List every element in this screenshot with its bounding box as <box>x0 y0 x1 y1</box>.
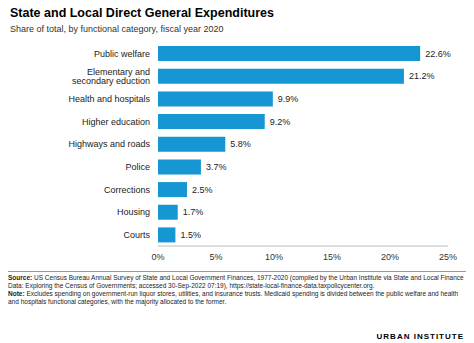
svg-text:10%: 10% <box>265 252 283 262</box>
svg-text:Elementary andsecondary educti: Elementary andsecondary eduction <box>72 67 150 86</box>
svg-text:Highways and roads: Highways and roads <box>68 139 150 149</box>
html-text:Source: US Census Bureau Annua: Source: US Census Bureau Annual Survey o… <box>8 274 464 289</box>
svg-text:3.7%: 3.7% <box>206 162 227 172</box>
svg-text:Courts: Courts <box>123 230 150 240</box>
svg-text:15%: 15% <box>323 252 341 262</box>
svg-text:Police: Police <box>125 162 150 172</box>
svg-text:0%: 0% <box>151 252 164 262</box>
html-text:Share of total, by functional: Share of total, by functional category, … <box>10 24 224 34</box>
svg-text:5.8%: 5.8% <box>230 139 251 149</box>
svg-text:9.2%: 9.2% <box>270 117 291 127</box>
svg-text:Housing: Housing <box>117 207 150 217</box>
svg-text:Higher education: Higher education <box>82 117 150 127</box>
svg-text:25%: 25% <box>439 252 457 262</box>
html-text:State and Local Direct General: State and Local Direct General Expenditu… <box>10 6 274 20</box>
svg-text:21.2%: 21.2% <box>409 71 435 81</box>
html-text:Note: Excludes spending on gov: Note: Excludes spending on government-ru… <box>8 290 459 305</box>
svg-text:9.9%: 9.9% <box>278 94 299 104</box>
svg-text:Public welfare: Public welfare <box>94 49 150 59</box>
svg-text:22.6%: 22.6% <box>425 49 451 59</box>
svg-text:5%: 5% <box>209 252 222 262</box>
svg-text:Health and hospitals: Health and hospitals <box>68 94 150 104</box>
svg-text:1.7%: 1.7% <box>183 207 204 217</box>
svg-text:20%: 20% <box>381 252 399 262</box>
svg-text:2.5%: 2.5% <box>192 185 213 195</box>
svg-text:1.5%: 1.5% <box>180 230 201 240</box>
html-text:URBAN INSTITUTE: URBAN INSTITUTE <box>376 332 464 341</box>
svg-text:Corrections: Corrections <box>104 185 151 195</box>
